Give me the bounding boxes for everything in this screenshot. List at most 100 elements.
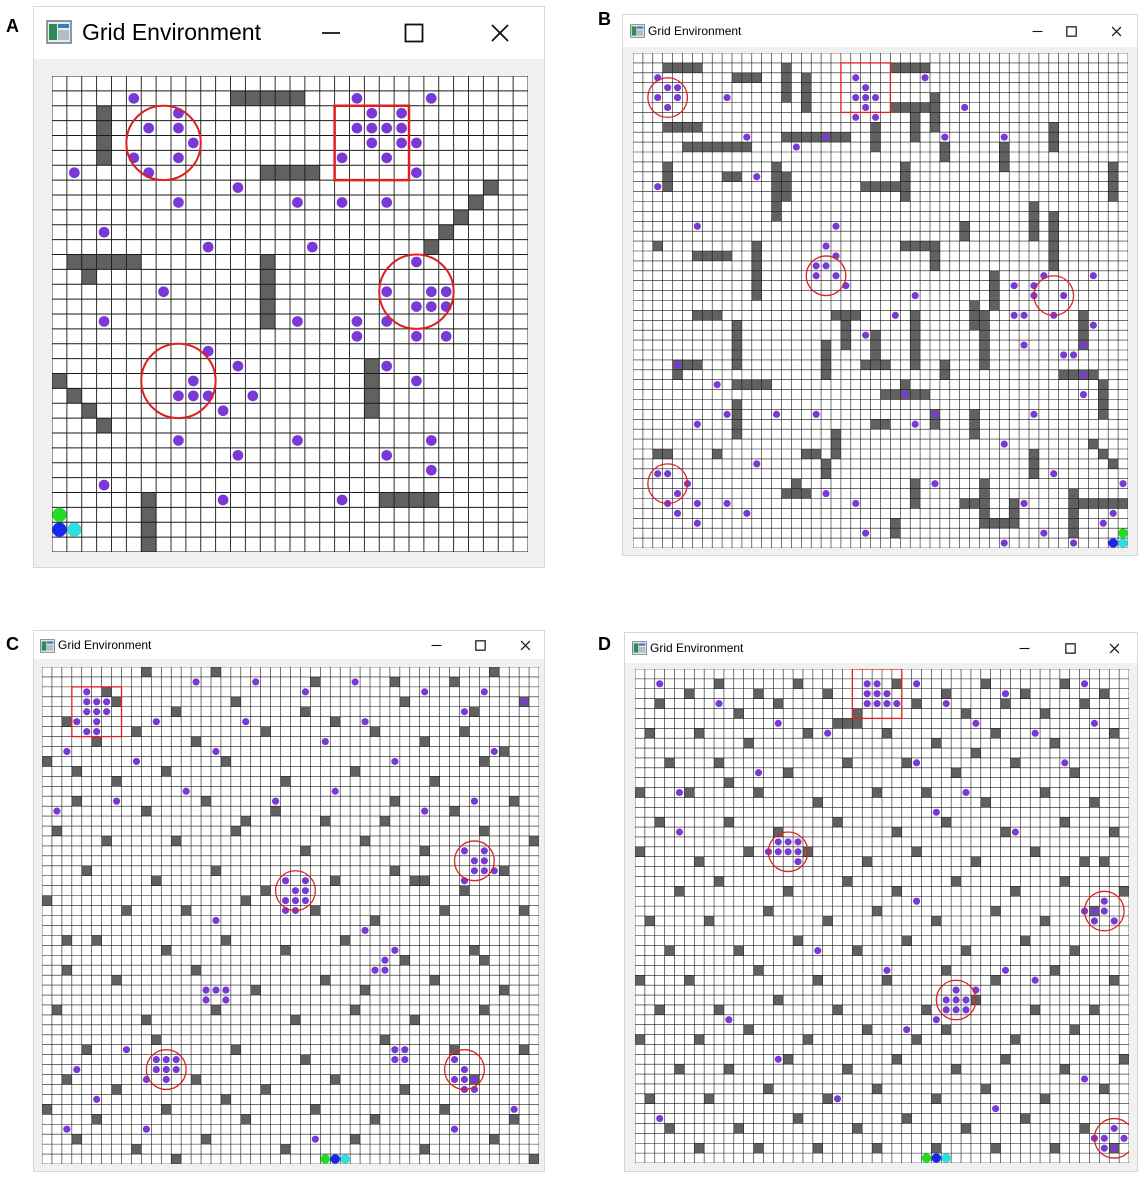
obstacle-block <box>931 738 942 749</box>
maximize-button[interactable] <box>397 13 431 53</box>
target-dot <box>822 489 830 498</box>
maximize-button[interactable] <box>1060 638 1080 658</box>
obstacle-block <box>459 726 470 737</box>
obstacle-block <box>330 716 341 727</box>
target-dot <box>450 1075 459 1084</box>
obstacle-block <box>1010 886 1021 897</box>
minimize-button[interactable] <box>426 635 446 655</box>
target-dot <box>470 867 478 875</box>
target-dot <box>480 847 488 855</box>
target-dot <box>753 173 761 181</box>
close-button[interactable] <box>1104 638 1124 658</box>
obstacle-block <box>990 975 1001 986</box>
obstacle-block <box>802 728 813 739</box>
obstacle-block <box>1020 688 1031 699</box>
grid-canvas[interactable] <box>42 667 539 1164</box>
target-dot <box>1000 133 1008 141</box>
obstacle-block <box>812 797 823 808</box>
minimize-button[interactable] <box>1027 21 1047 41</box>
obstacle-block <box>999 142 1010 172</box>
obstacle-block <box>842 1064 853 1075</box>
obstacle-block <box>822 1093 833 1104</box>
obstacle-block <box>714 757 724 768</box>
close-button[interactable] <box>515 635 535 655</box>
close-button[interactable] <box>1106 21 1126 41</box>
target-dot <box>1089 272 1097 280</box>
obstacle-block <box>469 706 480 717</box>
grid-canvas[interactable] <box>633 53 1128 548</box>
target-dot <box>1100 897 1108 905</box>
obstacle-block <box>842 757 853 768</box>
obstacle-block <box>201 796 211 807</box>
title-bar[interactable]: Grid Environment <box>34 631 544 659</box>
target-dot <box>784 838 792 846</box>
obstacle-block <box>812 1143 823 1154</box>
obstacle-block <box>479 826 490 836</box>
maximize-button[interactable] <box>470 635 490 655</box>
target-dot <box>142 1125 150 1133</box>
minimize-icon <box>431 644 441 646</box>
target-dot <box>1080 1075 1089 1083</box>
obstacle-block <box>941 1024 952 1035</box>
minimize-button[interactable] <box>1014 638 1034 658</box>
target-dot <box>421 807 429 815</box>
obstacle-block <box>310 1104 321 1115</box>
obstacle-block <box>969 409 980 440</box>
obstacle-block <box>220 935 231 946</box>
target-dot <box>93 698 101 706</box>
highlight-square <box>71 686 123 738</box>
maximize-button[interactable] <box>1061 21 1081 41</box>
obstacle-block <box>81 403 97 419</box>
obstacle-block <box>723 777 734 788</box>
target-dot <box>425 92 437 104</box>
obstacle-block <box>61 1074 72 1085</box>
obstacle-block <box>379 1034 390 1045</box>
title-bar[interactable]: Grid Environment <box>625 633 1137 663</box>
obstacle-block <box>453 209 469 225</box>
target-dot <box>883 700 891 708</box>
obstacle-block <box>970 748 981 758</box>
title-bar[interactable]: Grid Environment <box>34 7 544 59</box>
title-bar[interactable]: Grid Environment <box>623 15 1137 47</box>
grid-svg <box>633 53 1128 548</box>
target-dot <box>252 678 260 686</box>
grid-canvas[interactable] <box>52 76 528 552</box>
obstacle-block <box>260 1084 271 1095</box>
obstacle-block <box>230 696 241 707</box>
obstacle-block <box>1049 738 1060 749</box>
target-dot <box>873 680 881 688</box>
target-dot <box>824 729 832 737</box>
close-icon <box>1111 26 1121 36</box>
target-dot <box>73 1065 81 1074</box>
obstacle-block <box>191 736 202 747</box>
obstacle-block <box>1098 449 1109 459</box>
target-dot <box>401 1046 409 1054</box>
grid-canvas[interactable] <box>635 669 1129 1163</box>
obstacle-block <box>704 1093 715 1104</box>
obstacle-block <box>42 756 52 767</box>
obstacle-block <box>191 1074 202 1085</box>
minimize-button[interactable] <box>314 13 348 53</box>
close-button[interactable] <box>483 13 517 53</box>
target-dot <box>425 435 437 446</box>
maximize-icon <box>1064 642 1076 654</box>
obstacle-block <box>714 1004 724 1015</box>
target-dot <box>962 788 970 797</box>
target-dot <box>351 678 359 686</box>
target-dot <box>952 986 960 994</box>
target-dot <box>962 1006 970 1014</box>
target-dot <box>351 316 363 327</box>
obstacle-block <box>664 1123 675 1134</box>
target-dot <box>53 807 61 815</box>
target-dot <box>774 719 782 727</box>
target-dot <box>103 708 111 716</box>
target-dot <box>480 867 488 875</box>
target-dot <box>381 197 393 208</box>
obstacle-block <box>1000 827 1011 837</box>
obstacle-block <box>911 1034 922 1045</box>
target-dot <box>411 256 422 268</box>
target-dot <box>291 887 300 895</box>
obstacle-block <box>1068 488 1079 539</box>
target-dot <box>1060 291 1068 300</box>
obstacle-block <box>635 1034 645 1045</box>
